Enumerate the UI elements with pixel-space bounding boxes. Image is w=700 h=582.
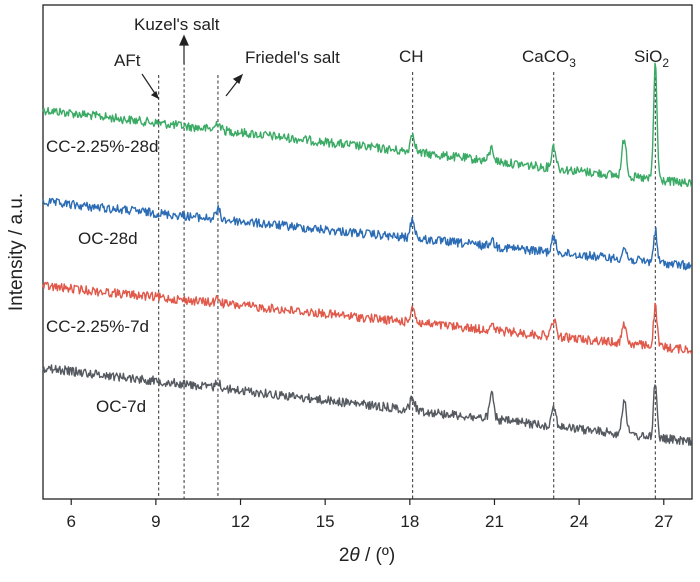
label-friedels-salt: Friedel's salt <box>245 48 340 67</box>
label-aft: AFt <box>114 51 141 70</box>
x-tick-label: 15 <box>316 512 335 531</box>
x-tick-label: 9 <box>151 512 160 531</box>
kuzel-arrowhead <box>179 34 189 46</box>
x-axis-title: 2θ / (º) <box>339 545 395 566</box>
series-label-oc-28d: OC-28d <box>78 229 138 248</box>
series-line-2 <box>42 281 693 355</box>
series-label-cc-7d: CC-2.25%-7d <box>46 317 149 336</box>
x-tick-label: 18 <box>400 512 419 531</box>
x-tick-label: 24 <box>570 512 589 531</box>
series-line-0 <box>42 62 693 188</box>
series-label-oc-7d: OC-7d <box>96 397 146 416</box>
label-ch: CH <box>399 47 424 66</box>
label-sio2: SiO2 <box>634 47 669 70</box>
aft-arrowhead <box>150 91 160 100</box>
label-caco3: CaCO3 <box>522 47 576 70</box>
x-tick-label: 12 <box>231 512 250 531</box>
plot-frame <box>42 4 693 500</box>
x-tick-label: 27 <box>654 512 673 531</box>
x-tick-label: 21 <box>485 512 504 531</box>
y-axis-title: Intensity / a.u. <box>6 193 27 311</box>
series-line-3 <box>42 364 693 446</box>
series-label-cc-28d: CC-2.25%-28d <box>46 137 158 156</box>
x-tick-label: 6 <box>66 512 75 531</box>
friedel-arrowhead <box>232 73 244 84</box>
series-line-1 <box>42 197 692 271</box>
label-kuzels-salt: Kuzel's salt <box>134 15 220 34</box>
